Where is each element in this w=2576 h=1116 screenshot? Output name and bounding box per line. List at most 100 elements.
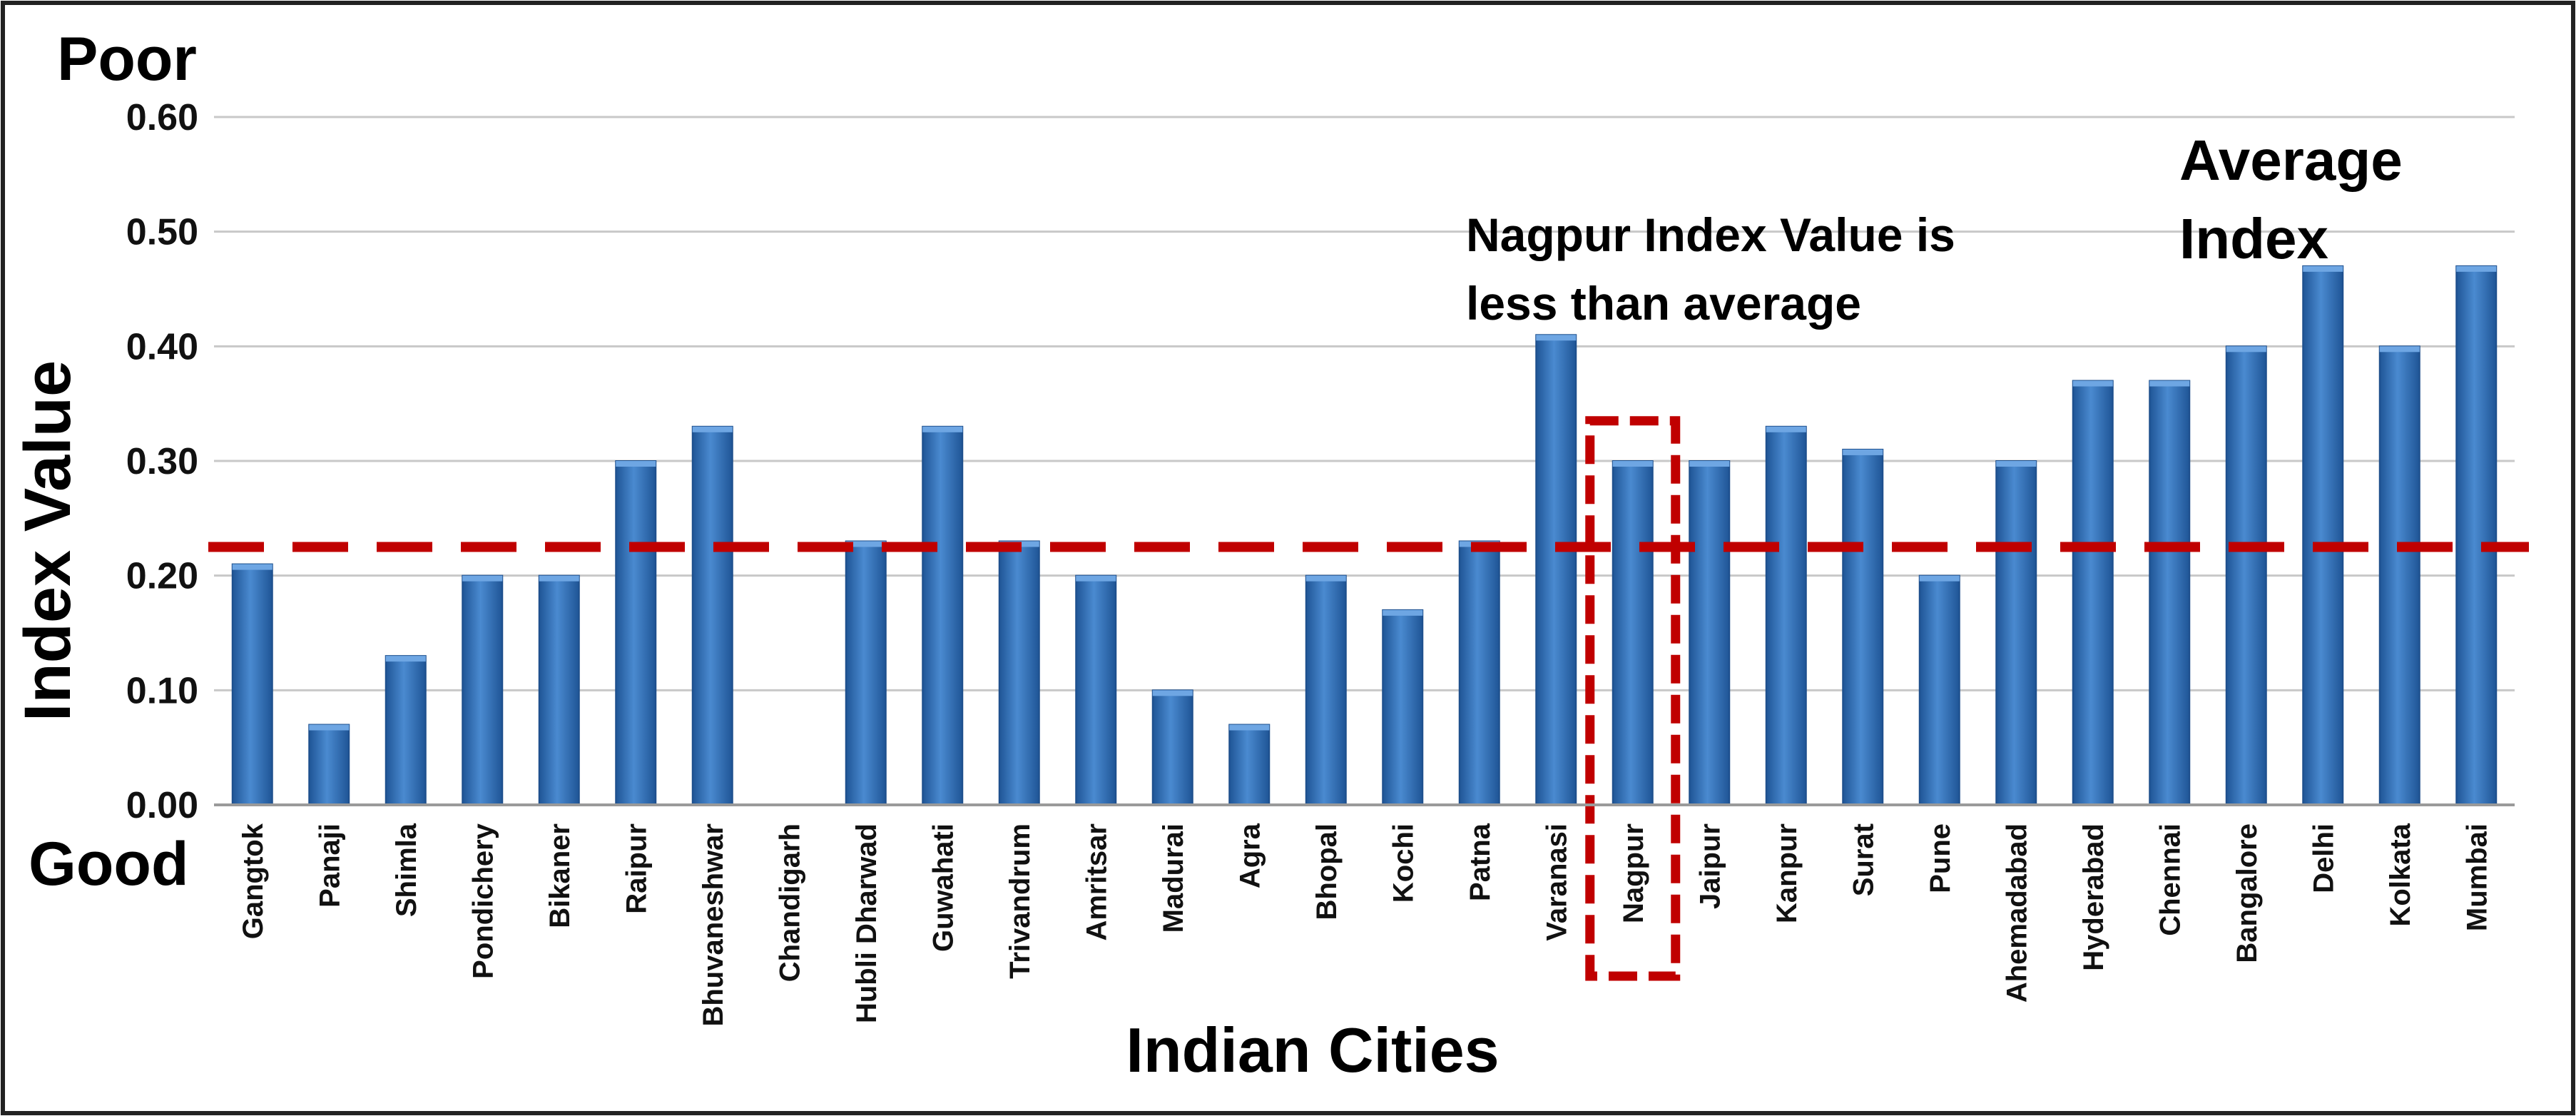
x-tick-label: Patna xyxy=(1465,823,1496,901)
average-line-group xyxy=(208,416,2529,981)
bar-bangalore xyxy=(2225,345,2267,806)
y-tick-label: 0.20 xyxy=(126,556,198,597)
x-axis-title: Indian Cities xyxy=(1126,1015,1499,1085)
x-tick-label: Raipur xyxy=(621,823,652,914)
bar-bikaner xyxy=(538,574,580,806)
y-tick-label: 0.50 xyxy=(126,212,198,253)
gridlines xyxy=(214,116,2515,691)
y-tick-label: 0.00 xyxy=(126,785,198,826)
x-tick-label: Kolkata xyxy=(2385,823,2416,926)
bar-cap xyxy=(232,564,273,570)
bar-cap xyxy=(2149,380,2190,387)
bar-kanpur xyxy=(1765,425,1807,806)
bar-patna xyxy=(1458,540,1500,806)
bar-kochi xyxy=(1382,609,1424,806)
x-tick-label: Kochi xyxy=(1388,823,1419,903)
average-index-line-2: Index xyxy=(2179,207,2328,270)
bar-varanasi xyxy=(1535,334,1577,806)
bar-cap xyxy=(462,575,503,582)
bar-cap xyxy=(1229,724,1270,731)
bar-cap xyxy=(1689,461,1730,467)
bar-delhi xyxy=(2302,265,2344,806)
bar-cap xyxy=(2379,346,2420,352)
bar-cap xyxy=(692,426,733,432)
y-tick-label: 0.10 xyxy=(126,670,198,711)
bar-hubli-dharwad xyxy=(845,540,887,806)
y-tick-label: 0.30 xyxy=(126,441,198,482)
bar-kolkata xyxy=(2378,345,2420,806)
x-tick-label: Bhopal xyxy=(1311,823,1343,920)
bars xyxy=(231,265,2498,806)
bar-bhopal xyxy=(1305,574,1347,806)
x-tick-label: Chandigarh xyxy=(774,823,805,982)
x-tick-label: Delhi xyxy=(2308,823,2339,893)
x-tick-label: Nagpur xyxy=(1618,823,1649,923)
bar-madurai xyxy=(1151,689,1193,806)
x-tick-label: Varanasi xyxy=(1541,823,1572,941)
x-tick-label: Ahemadabad xyxy=(2001,823,2032,1003)
y-tick-label: 0.60 xyxy=(126,97,198,138)
bar-cap xyxy=(1305,575,1346,582)
bar-surat xyxy=(1842,448,1884,806)
bar-cap xyxy=(309,724,350,731)
bar-cap xyxy=(1536,335,1577,341)
bar-cap xyxy=(2303,265,2343,272)
bar-chennai xyxy=(2149,380,2191,806)
bar-nagpur xyxy=(1612,460,1654,806)
nagpur-annotation-line-1: Nagpur Index Value is xyxy=(1466,208,1955,261)
x-tick-label: Pune xyxy=(1925,823,1956,893)
bar-ahemadabad xyxy=(1995,460,2037,806)
nagpur-highlight-box xyxy=(1585,416,1681,981)
bar-cap xyxy=(1152,690,1193,696)
labels: Poor Good Index Value Indian Cities Nagp… xyxy=(11,25,2418,1085)
axis-top-label: Poor xyxy=(57,25,197,93)
bar-cap xyxy=(2226,346,2266,352)
bar-trivandrum xyxy=(998,540,1040,806)
x-tick-label: Agra xyxy=(1234,823,1266,888)
x-tick-label: Bhuvaneshwar xyxy=(698,823,729,1027)
bar-raipur xyxy=(615,460,657,806)
x-tick-label: Surat xyxy=(1848,823,1879,896)
x-tick-label: Kanpur xyxy=(1771,823,1803,923)
bar-agra xyxy=(1228,724,1271,806)
bar-cap xyxy=(922,426,963,432)
x-tick-label: Bikaner xyxy=(544,823,576,928)
x-tick-label: Hubli Dharwad xyxy=(851,823,882,1023)
bar-panaji xyxy=(308,724,350,806)
bar-cap xyxy=(1076,575,1116,582)
x-tick-label: Bangalore xyxy=(2231,823,2263,963)
bar-cap xyxy=(385,656,426,662)
bar-guwahati xyxy=(922,425,964,806)
x-tick-label: Madurai xyxy=(1158,823,1189,933)
nagpur-annotation-line-2: less than average xyxy=(1466,277,1861,330)
x-tick-label: Pondichery xyxy=(467,823,499,979)
bar-cap xyxy=(1919,575,1960,582)
x-tick-label: Amritsar xyxy=(1081,823,1112,941)
x-tick-label: Jaipur xyxy=(1694,823,1726,909)
bar-hyderabad xyxy=(2072,380,2114,806)
x-tick-label: Guwahati xyxy=(927,823,959,952)
x-tick-label: Hyderabad xyxy=(2078,823,2109,971)
x-tick-label: Gangtok xyxy=(238,823,269,939)
axes: 0.00 0.10 0.20 0.30 0.40 0.50 0.60 Gangtok Panaj… xyxy=(126,97,2515,1027)
bar-bhuvaneshwar xyxy=(691,425,733,806)
bar-cap xyxy=(1612,461,1653,467)
x-tick-label: Mumbai xyxy=(2461,823,2493,931)
bar-gangtok xyxy=(231,563,273,806)
bar-amritsar xyxy=(1075,574,1117,806)
bar-cap xyxy=(539,575,579,582)
bar-mumbai xyxy=(2455,265,2498,806)
x-tick-label: Panaji xyxy=(314,823,345,908)
bar-cap xyxy=(1843,449,1883,455)
bar-cap xyxy=(1383,609,1423,616)
average-index-annotation: Average Index xyxy=(2179,128,2418,270)
y-axis-title: Index Value xyxy=(11,360,84,721)
nagpur-annotation: Nagpur Index Value is less than average xyxy=(1466,208,1968,330)
bar-cap xyxy=(845,541,886,547)
bar-pondichery xyxy=(462,574,504,806)
bar-cap xyxy=(616,461,656,467)
bar-cap xyxy=(2072,380,2113,387)
